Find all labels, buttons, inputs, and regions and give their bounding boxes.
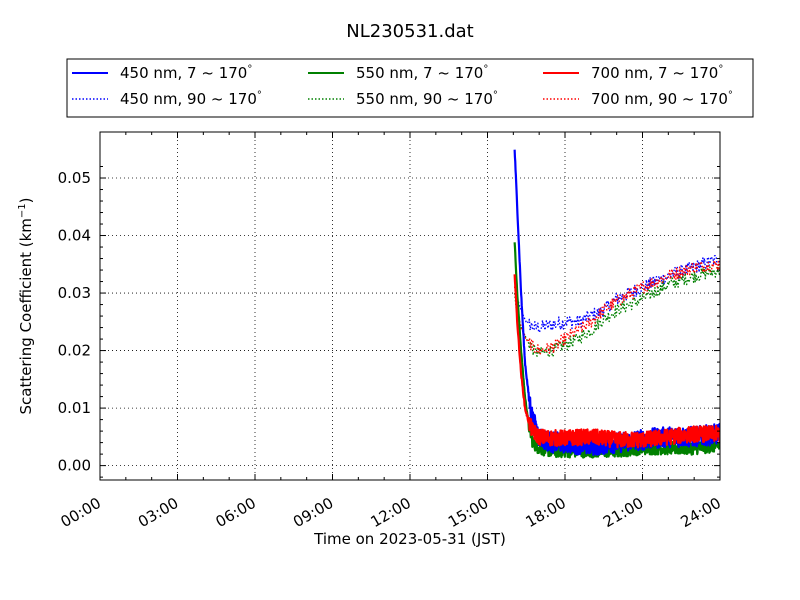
x-tick-label: 09:00 bbox=[290, 494, 336, 531]
series-line-5 bbox=[513, 274, 720, 449]
legend-degree-symbol: ° bbox=[483, 64, 488, 75]
x-axis-label: Time on 2023-05-31 (JST) bbox=[313, 530, 506, 548]
legend: 450 nm, 7 ~ 170°450 nm, 90 ~ 170°550 nm,… bbox=[72, 64, 733, 108]
legend-label-text: 450 nm, 7 ~ 170 bbox=[120, 64, 247, 82]
legend-label: 550 nm, 90 ~ 170° bbox=[356, 90, 498, 108]
y-axis-label-main: Scattering Coefficient (km bbox=[17, 218, 35, 414]
series-line-3 bbox=[513, 242, 720, 459]
y-axis-label: Scattering Coefficient (km−1) bbox=[17, 197, 35, 414]
legend-label-text: 700 nm, 7 ~ 170 bbox=[591, 64, 718, 82]
x-tick-label: 21:00 bbox=[600, 494, 646, 531]
legend-label: 700 nm, 90 ~ 170° bbox=[591, 90, 733, 108]
y-axis-label-exponent: −1 bbox=[17, 203, 28, 218]
y-tick-label: 0.00 bbox=[58, 457, 91, 475]
legend-label-text: 550 nm, 90 ~ 170 bbox=[356, 90, 493, 108]
y-tick-label: 0.03 bbox=[58, 284, 91, 302]
axis-ticks: 00:00 03:00 06:00 09:00 12:00 15:00 18:00 21:00… bbox=[58, 132, 724, 531]
x-tick-label: 18:00 bbox=[523, 494, 569, 531]
legend-label-text: 550 nm, 7 ~ 170 bbox=[356, 64, 483, 82]
grid bbox=[100, 132, 720, 480]
legend-label: 550 nm, 7 ~ 170° bbox=[356, 64, 488, 82]
legend-degree-symbol: ° bbox=[257, 90, 262, 101]
series-line-4 bbox=[513, 265, 720, 358]
data-series bbox=[513, 149, 720, 459]
legend-degree-symbol: ° bbox=[493, 90, 498, 101]
legend-label: 450 nm, 90 ~ 170° bbox=[120, 90, 262, 108]
legend-degree-symbol: ° bbox=[718, 64, 723, 75]
legend-degree-symbol: ° bbox=[728, 90, 733, 101]
x-tick-label: 06:00 bbox=[213, 494, 259, 531]
y-axis-label-close: ) bbox=[17, 197, 35, 203]
legend-box bbox=[66, 58, 754, 118]
x-tick-label: 03:00 bbox=[135, 494, 181, 531]
x-tick-label: 12:00 bbox=[368, 494, 414, 531]
x-tick-label: 00:00 bbox=[58, 494, 104, 531]
y-tick-label: 0.01 bbox=[58, 399, 91, 417]
legend-label: 700 nm, 7 ~ 170° bbox=[591, 64, 723, 82]
y-tick-label: 0.02 bbox=[58, 342, 91, 360]
chart-title: NL230531.dat bbox=[346, 21, 473, 42]
x-tick-label: 15:00 bbox=[445, 494, 491, 531]
legend-label-text: 450 nm, 90 ~ 170 bbox=[120, 90, 257, 108]
x-tick-label: 24:00 bbox=[678, 494, 724, 531]
y-tick-label: 0.04 bbox=[58, 227, 91, 245]
legend-label-text: 700 nm, 90 ~ 170 bbox=[591, 90, 728, 108]
series-line-6 bbox=[513, 259, 720, 355]
y-tick-label: 0.05 bbox=[58, 169, 91, 187]
legend-degree-symbol: ° bbox=[247, 64, 252, 75]
legend-label: 450 nm, 7 ~ 170° bbox=[120, 64, 252, 82]
